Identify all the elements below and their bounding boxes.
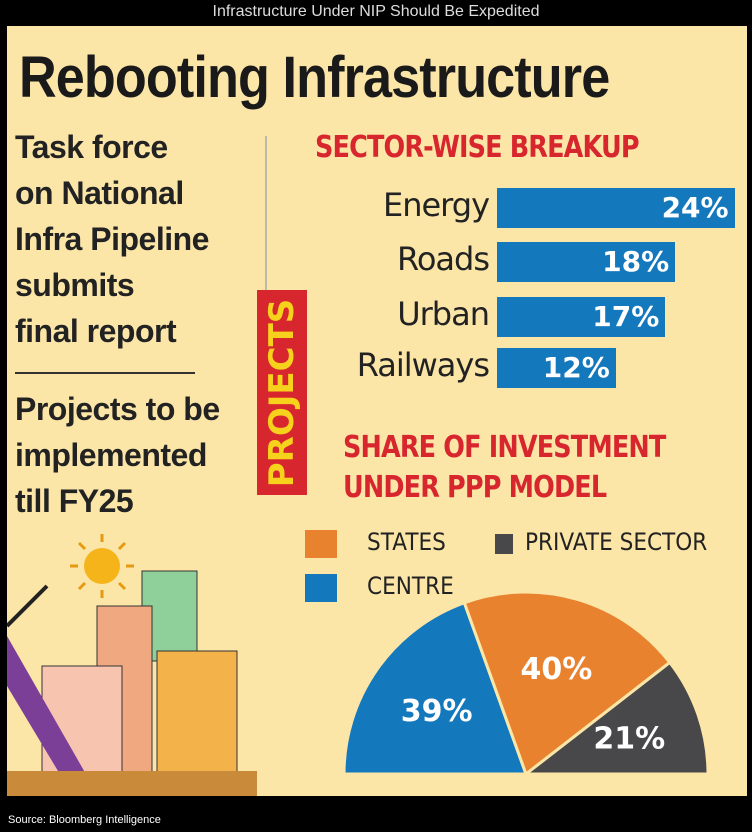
bar-label-urban: Urban — [397, 295, 490, 333]
legend-centre: CENTRE — [367, 572, 454, 600]
pie-title-line: SHARE OF INVESTMENT — [343, 430, 666, 465]
headline: Rebooting Infrastructure — [19, 45, 610, 110]
pie-label-centre: 39% — [401, 694, 473, 729]
page-title: Infrastructure Under NIP Should Be Exped… — [212, 3, 540, 20]
pie-title-line: UNDER PPP MODEL — [343, 470, 607, 505]
projects-text: Projects to be implemented till FY25 — [15, 386, 220, 524]
infographic-panel: Rebooting Infrastructure Task force on N… — [7, 26, 747, 796]
text-line: Task force — [15, 129, 168, 165]
pie-slice-centre — [342, 600, 529, 776]
legend-states: STATES — [367, 528, 446, 556]
legend-swatch-centre — [305, 574, 337, 602]
pie-chart-title: SHARE OF INVESTMENT UNDER PPP MODEL — [343, 428, 666, 508]
legend-swatch-states — [305, 530, 337, 558]
bar-label-roads: Roads — [397, 240, 490, 278]
divider — [15, 372, 195, 374]
source-note: Source: Bloomberg Intelligence — [8, 814, 161, 826]
text-line: Projects to be — [15, 391, 220, 427]
bar-chart-title: SECTOR-WISE BREAKUP — [315, 130, 640, 165]
projects-side-label: PROJECTS — [257, 290, 307, 495]
text-line: on National — [15, 175, 184, 211]
pie-slice-private-sector — [521, 660, 710, 776]
legend-swatch-private — [495, 534, 513, 554]
bar-label-energy: Energy — [382, 186, 490, 224]
sun-icon — [70, 534, 134, 598]
vertical-divider — [265, 136, 267, 296]
text-line: submits — [15, 267, 135, 303]
text-line: till FY25 — [15, 483, 134, 519]
bar-urban: 17% — [497, 297, 666, 337]
bar-railways: 12% — [497, 348, 616, 388]
bar-roads: 18% — [497, 242, 676, 282]
task-force-text: Task force on National Infra Pipeline su… — [15, 124, 209, 354]
text-line: implemented — [15, 437, 207, 473]
bar-energy: 24% — [497, 188, 735, 228]
pie-label-private-sector: 21% — [593, 722, 665, 757]
semicircle-pie-chart: 39% 40%21% — [342, 590, 710, 777]
bar-label-railways: Railways — [356, 346, 490, 384]
text-line: final report — [15, 313, 177, 349]
text-line: Infra Pipeline — [15, 221, 209, 257]
legend-private-sector: PRIVATE SECTOR — [525, 528, 708, 556]
pie-slice-states — [462, 590, 672, 777]
pie-label-states: 40% — [521, 652, 593, 687]
city-illustration — [7, 534, 257, 796]
